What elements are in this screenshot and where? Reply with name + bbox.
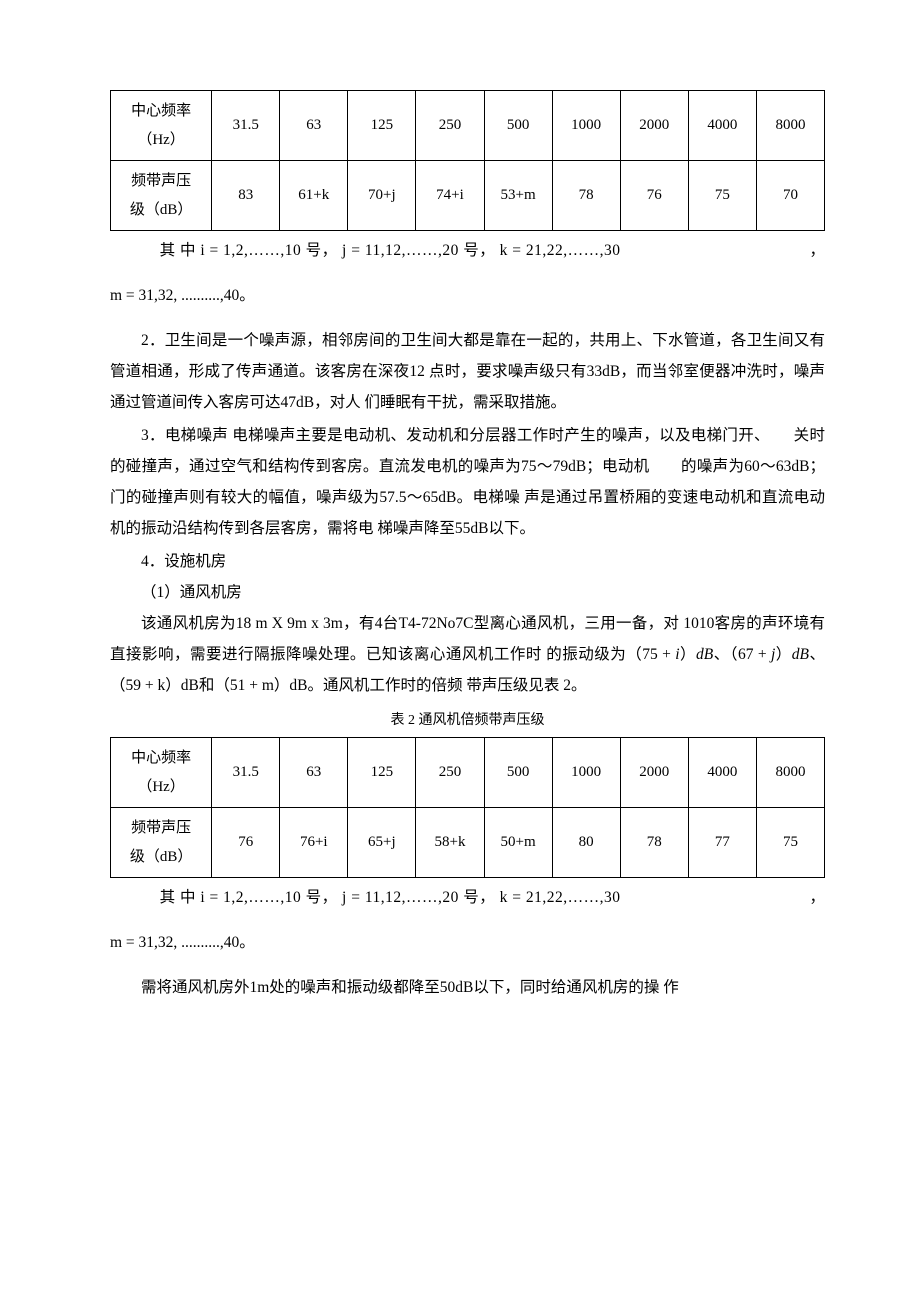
freq-cell: 500 bbox=[484, 91, 552, 161]
val-cell: 75 bbox=[688, 161, 756, 231]
table-2-caption: 表 2 通风机倍频带声压级 bbox=[110, 707, 825, 735]
label-text: 级（dB） bbox=[130, 202, 193, 218]
val-cell: 78 bbox=[552, 161, 620, 231]
val-cell: 61+k bbox=[280, 161, 348, 231]
label-text: 频带声压 bbox=[131, 820, 191, 836]
val-cell: 75 bbox=[756, 808, 824, 878]
freq-cell: 63 bbox=[280, 91, 348, 161]
freq-cell: 2000 bbox=[620, 91, 688, 161]
val-cell: 65+j bbox=[348, 808, 416, 878]
val-cell: 53+m bbox=[484, 161, 552, 231]
val-cell: 70 bbox=[756, 161, 824, 231]
note-text: 其 中 i = 1,2,……,10 号， j = 11,12,……,20 号， … bbox=[160, 889, 621, 906]
table-row: 中心频率 （Hz） 31.5 63 125 250 500 1000 2000 … bbox=[111, 91, 825, 161]
val-cell: 74+i bbox=[416, 161, 484, 231]
paragraph-2: 2．卫生间是一个噪声源，相邻房间的卫生间大都是靠在一起的，共用上、下水管道，各卫… bbox=[110, 325, 825, 418]
table-1: 中心频率 （Hz） 31.5 63 125 250 500 1000 2000 … bbox=[110, 90, 825, 231]
paragraph-last: 需将通风机房外1m处的噪声和振动级都降至50dB以下，同时给通风机房的操 作 bbox=[110, 972, 825, 1003]
table-2: 中心频率 （Hz） 31.5 63 125 250 500 1000 2000 … bbox=[110, 737, 825, 878]
note-m-line-2: m = 31,32, ..........,40。 bbox=[110, 927, 825, 958]
freq-cell: 250 bbox=[416, 738, 484, 808]
val-cell: 76 bbox=[620, 161, 688, 231]
val-cell: 83 bbox=[212, 161, 280, 231]
paragraph-5: 该通风机房为18 m X 9m x 3m，有4台T4-72No7C型离心通风机，… bbox=[110, 608, 825, 701]
val-cell: 50+m bbox=[484, 808, 552, 878]
val-cell: 80 bbox=[552, 808, 620, 878]
table-row: 频带声压 级（dB） 76 76+i 65+j 58+k 50+m 80 78 … bbox=[111, 808, 825, 878]
note-line-1: 其 中 i = 1,2,……,10 号， j = 11,12,……,20 号， … bbox=[110, 235, 825, 266]
note-comma: ， bbox=[760, 235, 825, 266]
val-cell: 58+k bbox=[416, 808, 484, 878]
label-text: 级（dB） bbox=[130, 849, 193, 865]
freq-cell: 250 bbox=[416, 91, 484, 161]
row-header-spl: 频带声压 级（dB） bbox=[111, 808, 212, 878]
paragraph-4-title: 4．设施机房 bbox=[110, 546, 825, 577]
val-cell: 76 bbox=[212, 808, 280, 878]
note-comma: ， bbox=[760, 882, 825, 913]
freq-cell: 63 bbox=[280, 738, 348, 808]
freq-cell: 31.5 bbox=[212, 91, 280, 161]
label-text: 频带声压 bbox=[131, 173, 191, 189]
row-header-freq: 中心频率 （Hz） bbox=[111, 738, 212, 808]
freq-cell: 4000 bbox=[688, 91, 756, 161]
freq-cell: 125 bbox=[348, 91, 416, 161]
table-row: 频带声压 级（dB） 83 61+k 70+j 74+i 53+m 78 76 … bbox=[111, 161, 825, 231]
val-cell: 77 bbox=[688, 808, 756, 878]
note-m-line-1: m = 31,32, ..........,40。 bbox=[110, 280, 825, 311]
val-cell: 76+i bbox=[280, 808, 348, 878]
row-header-spl: 频带声压 级（dB） bbox=[111, 161, 212, 231]
document-page: 中心频率 （Hz） 31.5 63 125 250 500 1000 2000 … bbox=[0, 0, 920, 1302]
paragraph-4-sub: （1）通风机房 bbox=[110, 577, 825, 608]
label-text: （Hz） bbox=[137, 779, 185, 795]
val-cell: 78 bbox=[620, 808, 688, 878]
val-cell: 70+j bbox=[348, 161, 416, 231]
label-text: 中心频率 bbox=[131, 103, 191, 119]
freq-cell: 500 bbox=[484, 738, 552, 808]
note-text: 其 中 i = 1,2,……,10 号， j = 11,12,……,20 号， … bbox=[160, 242, 621, 259]
freq-cell: 1000 bbox=[552, 738, 620, 808]
freq-cell: 8000 bbox=[756, 738, 824, 808]
freq-cell: 31.5 bbox=[212, 738, 280, 808]
paragraph-3: 3．电梯噪声 电梯噪声主要是电动机、发动机和分层器工作时产生的噪声，以及电梯门开… bbox=[110, 420, 825, 544]
freq-cell: 2000 bbox=[620, 738, 688, 808]
note-line-2: 其 中 i = 1,2,……,10 号， j = 11,12,……,20 号， … bbox=[110, 882, 825, 913]
row-header-freq: 中心频率 （Hz） bbox=[111, 91, 212, 161]
freq-cell: 125 bbox=[348, 738, 416, 808]
freq-cell: 1000 bbox=[552, 91, 620, 161]
freq-cell: 4000 bbox=[688, 738, 756, 808]
label-text: （Hz） bbox=[137, 132, 185, 148]
label-text: 中心频率 bbox=[131, 750, 191, 766]
table-row: 中心频率 （Hz） 31.5 63 125 250 500 1000 2000 … bbox=[111, 738, 825, 808]
freq-cell: 8000 bbox=[756, 91, 824, 161]
